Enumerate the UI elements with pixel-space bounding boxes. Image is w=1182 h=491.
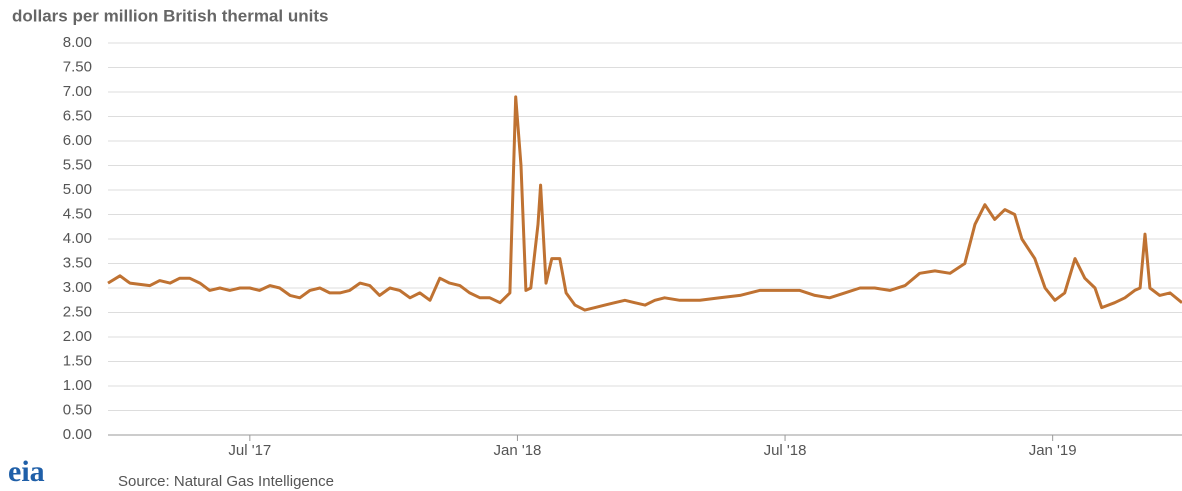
y-tick-label: 4.50	[63, 205, 92, 222]
logo: eia	[8, 455, 45, 488]
y-tick-label: 8.00	[63, 34, 92, 51]
y-tick-label: 6.00	[63, 132, 92, 149]
y-tick-label: 1.00	[63, 377, 92, 394]
x-tick-label: Jul '18	[764, 442, 807, 459]
y-tick-label: 5.50	[63, 156, 92, 173]
x-tick-label: Jul '17	[228, 442, 271, 459]
y-tick-label: 2.50	[63, 303, 92, 320]
y-tick-label: 3.50	[63, 254, 92, 271]
chart-subtitle: dollars per million British thermal unit…	[12, 6, 328, 25]
y-tick-label: 6.50	[63, 107, 92, 124]
y-tick-label: 4.00	[63, 230, 92, 247]
source-note: Source: Natural Gas Intelligence	[118, 473, 334, 490]
y-tick-label: 0.50	[63, 401, 92, 418]
y-tick-label: 0.00	[63, 426, 92, 443]
y-tick-label: 5.00	[63, 181, 92, 198]
x-tick-label: Jan '18	[493, 442, 541, 459]
x-tick-label: Jan '19	[1029, 442, 1077, 459]
price-line	[107, 95, 1182, 312]
y-tick-label: 2.00	[63, 328, 92, 345]
y-tick-label: 3.00	[63, 279, 92, 296]
y-tick-label: 7.00	[63, 83, 92, 100]
y-tick-label: 7.50	[63, 58, 92, 75]
y-tick-label: 1.50	[63, 352, 92, 369]
